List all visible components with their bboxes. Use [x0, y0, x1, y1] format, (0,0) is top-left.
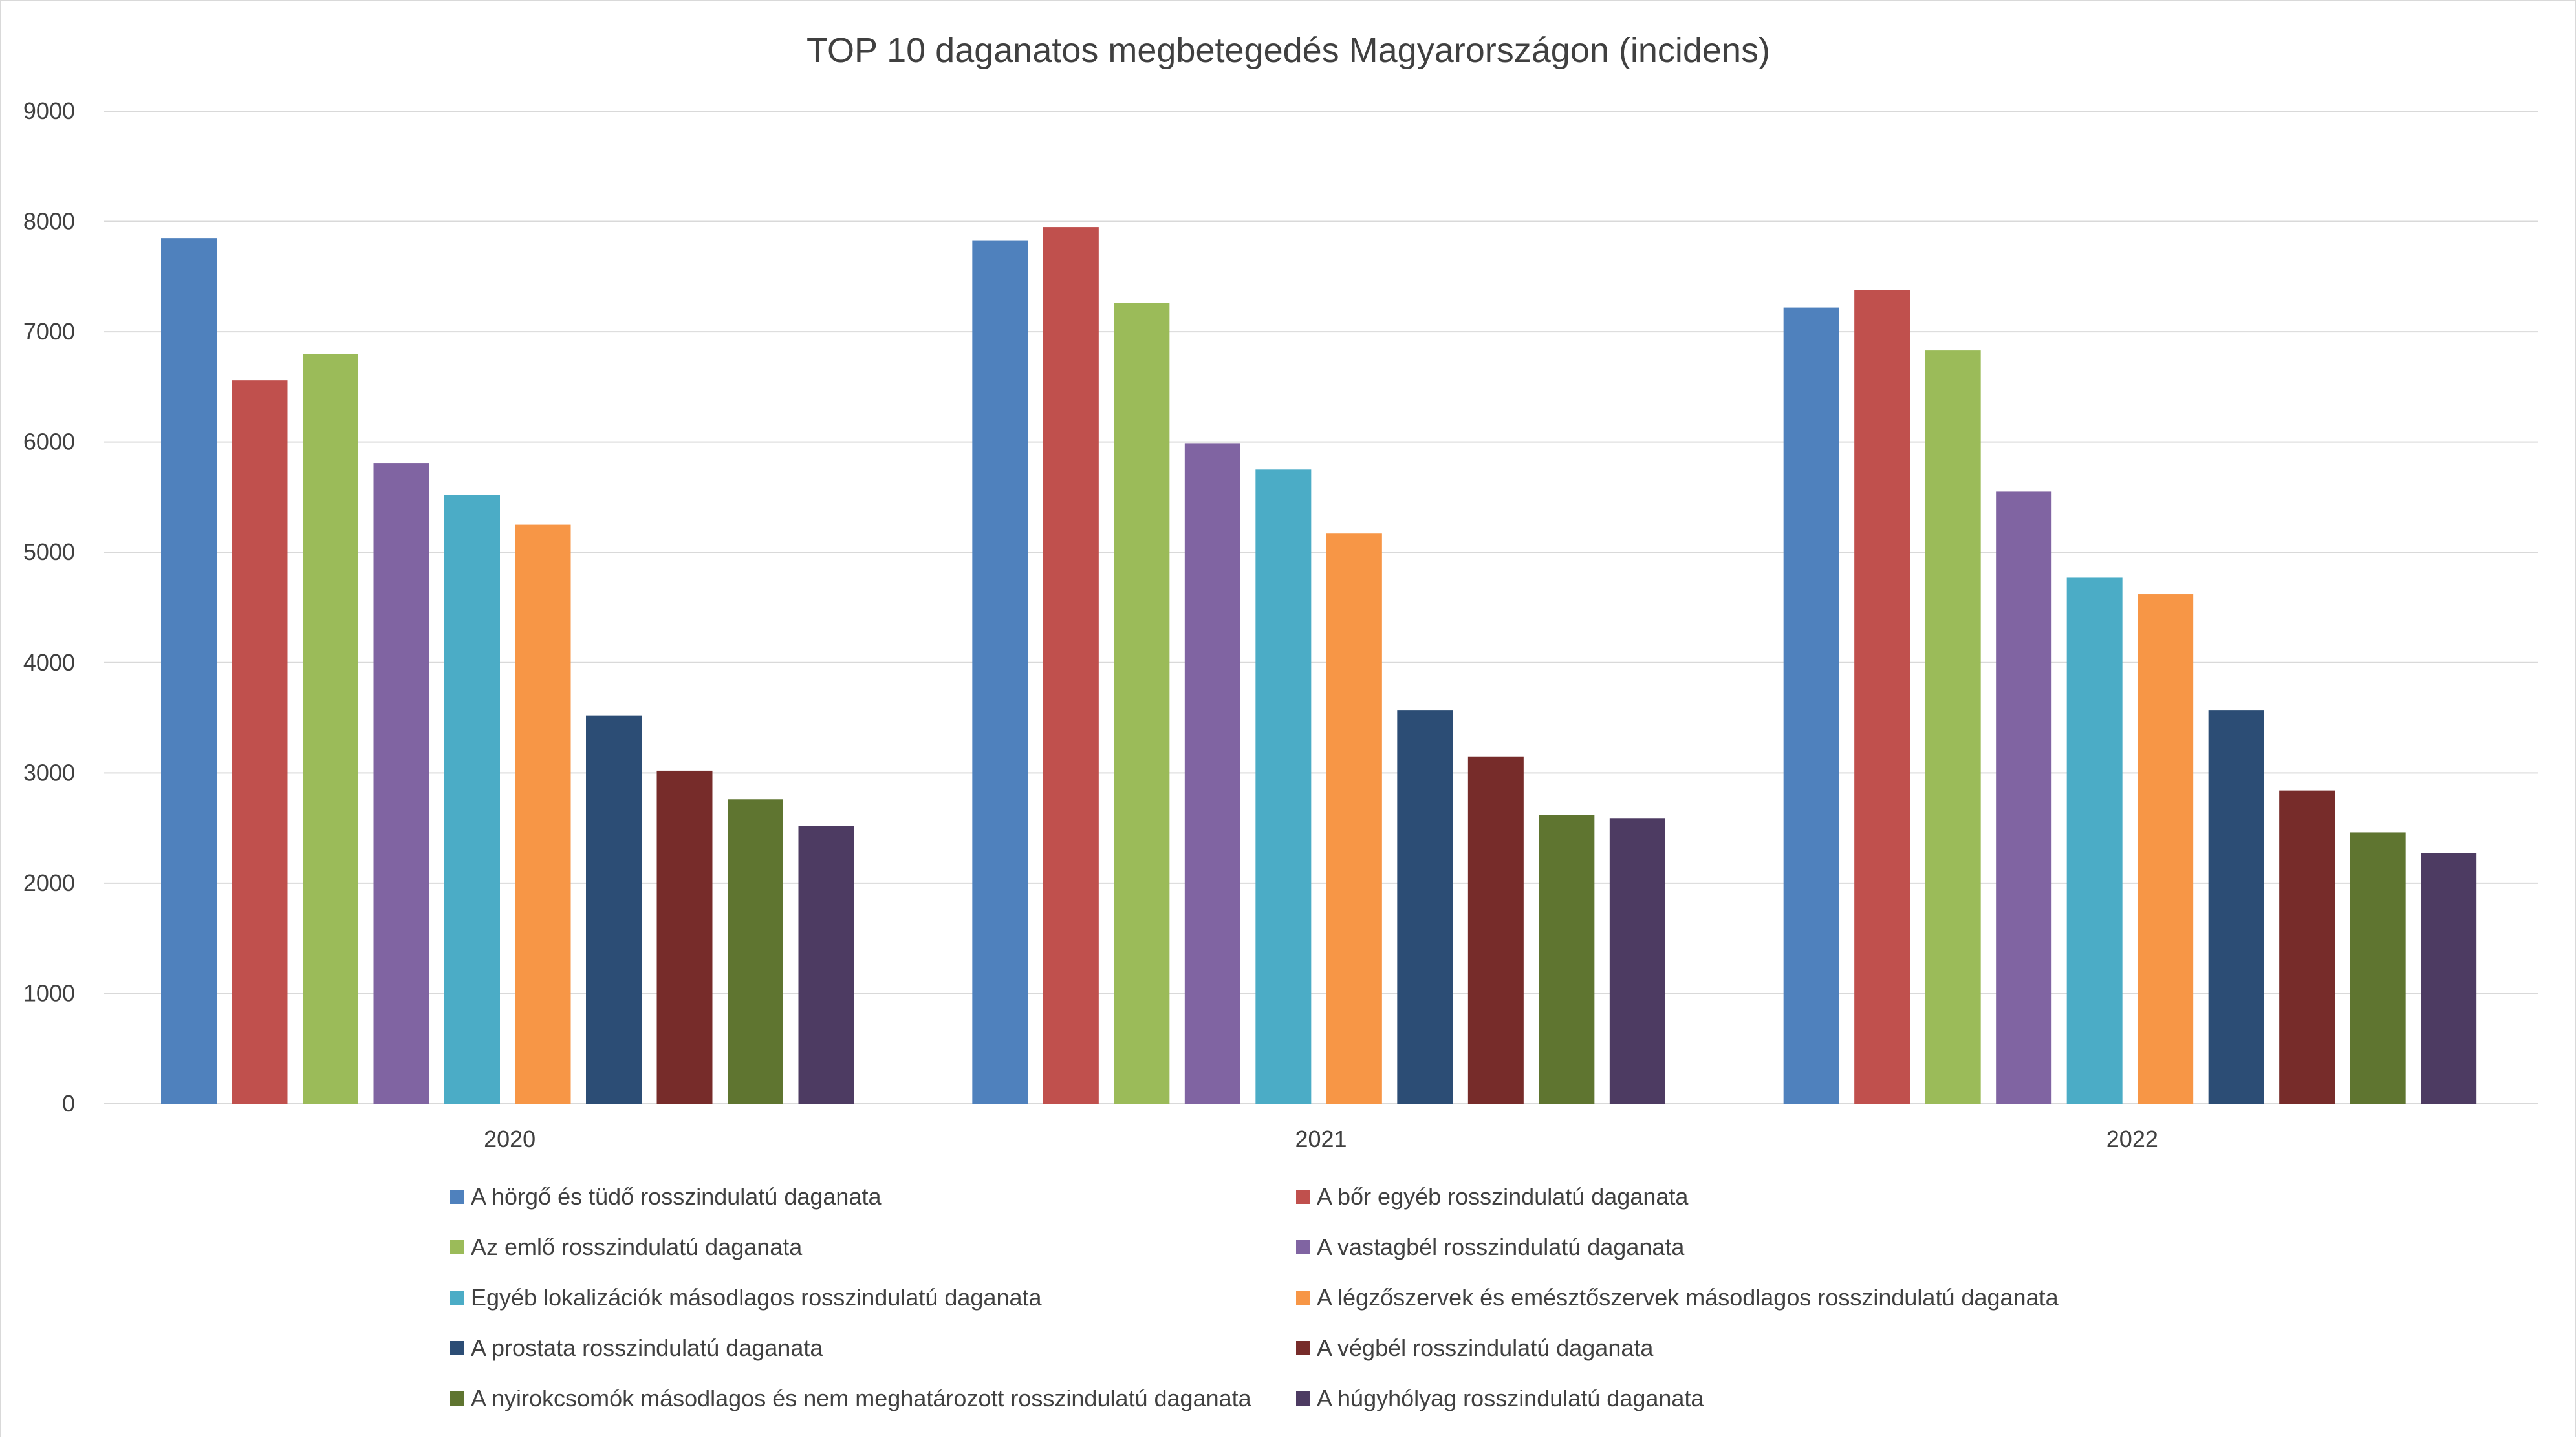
bar — [1184, 443, 1240, 1104]
legend-label: A légzőszervek és emésztőszervek másodla… — [1317, 1284, 2059, 1311]
legend-label: A húgyhólyag rosszindulatú daganata — [1317, 1385, 1704, 1411]
legend-item: A végbél rosszindulatú daganata — [1296, 1335, 1654, 1361]
x-tick-label: 2020 — [484, 1126, 536, 1152]
legend-item: Egyéb lokalizációk másodlagos rosszindul… — [450, 1284, 1043, 1311]
legend-label: A végbél rosszindulatú daganata — [1317, 1335, 1654, 1361]
legend-label: A vastagbél rosszindulatú daganata — [1317, 1234, 1685, 1260]
y-tick-label: 7000 — [23, 318, 75, 345]
y-tick-label: 9000 — [23, 98, 75, 124]
legend-swatch — [450, 1190, 464, 1204]
x-tick-label: 2022 — [2106, 1126, 2158, 1152]
bar — [373, 463, 429, 1104]
bar — [1783, 307, 1839, 1104]
legend-item: A bőr egyéb rosszindulatú daganata — [1296, 1183, 1689, 1210]
y-tick-label: 0 — [62, 1090, 75, 1117]
y-tick-label: 1000 — [23, 980, 75, 1006]
bar — [2066, 577, 2123, 1104]
bar — [1609, 818, 1665, 1104]
legend-swatch — [450, 1391, 464, 1406]
bar — [2421, 853, 2477, 1104]
legend-label: Egyéb lokalizációk másodlagos rosszindul… — [471, 1284, 1043, 1311]
bar — [232, 380, 288, 1104]
legend-label: A nyirokcsomók másodlagos és nem meghatá… — [471, 1385, 1252, 1411]
legend-item: A húgyhólyag rosszindulatú daganata — [1296, 1385, 1704, 1411]
legend: A hörgő és tüdő rosszindulatú daganata A … — [450, 1183, 2059, 1411]
bar — [798, 826, 854, 1104]
bar — [303, 354, 358, 1104]
bar — [1114, 303, 1170, 1104]
legend-swatch — [1296, 1291, 1310, 1305]
legend-swatch — [1296, 1391, 1310, 1406]
legend-swatch — [450, 1240, 464, 1254]
bar — [444, 495, 500, 1104]
bar — [1854, 290, 1910, 1104]
legend-swatch — [1296, 1341, 1310, 1355]
chart-title: TOP 10 daganatos megbetegedés Magyarorsz… — [806, 31, 1770, 70]
legend-item: A vastagbél rosszindulatú daganata — [1296, 1234, 1685, 1260]
legend-item: A nyirokcsomók másodlagos és nem meghatá… — [450, 1385, 1252, 1411]
bar — [586, 715, 642, 1104]
bar — [515, 524, 571, 1104]
bar — [972, 240, 1028, 1104]
legend-item: Az emlő rosszindulatú daganata — [450, 1234, 803, 1260]
legend-swatch — [1296, 1190, 1310, 1204]
bar — [161, 238, 217, 1104]
bar — [1043, 227, 1099, 1104]
bar — [2279, 790, 2335, 1104]
y-tick-label: 4000 — [23, 649, 75, 676]
legend-label: A prostata rosszindulatú daganata — [471, 1335, 823, 1361]
legend-swatch — [1296, 1240, 1310, 1254]
bar — [656, 770, 713, 1104]
y-tick-label: 8000 — [23, 208, 75, 235]
bar — [2208, 710, 2264, 1104]
gridlines — [104, 111, 2538, 1104]
legend-item: A hörgő és tüdő rosszindulatú daganata — [450, 1183, 882, 1210]
legend-swatch — [450, 1341, 464, 1355]
bar — [2138, 594, 2194, 1104]
x-axis: 2020 2021 2022 — [484, 1126, 2158, 1152]
bar — [1996, 491, 2052, 1104]
legend-label: A hörgő és tüdő rosszindulatú daganata — [471, 1183, 882, 1210]
bar — [1925, 350, 1981, 1104]
bar — [2350, 832, 2406, 1104]
y-tick-label: 3000 — [23, 759, 75, 786]
bar — [1539, 815, 1595, 1104]
bar — [1326, 533, 1382, 1104]
bar — [728, 799, 783, 1104]
y-tick-label: 2000 — [23, 870, 75, 896]
legend-item: A légzőszervek és emésztőszervek másodla… — [1296, 1284, 2059, 1311]
y-axis: 0 1000 2000 3000 4000 5000 6000 7000 8000 9000 — [23, 98, 75, 1117]
x-tick-label: 2021 — [1295, 1126, 1347, 1152]
y-tick-label: 6000 — [23, 429, 75, 455]
bars — [161, 227, 2477, 1104]
y-tick-label: 5000 — [23, 539, 75, 565]
bar — [1255, 469, 1312, 1104]
legend-label: Az emlő rosszindulatú daganata — [471, 1234, 803, 1260]
bar — [1397, 710, 1453, 1104]
legend-swatch — [450, 1291, 464, 1305]
legend-item: A prostata rosszindulatú daganata — [450, 1335, 823, 1361]
legend-label: A bőr egyéb rosszindulatú daganata — [1317, 1183, 1689, 1210]
bar — [1467, 756, 1524, 1104]
